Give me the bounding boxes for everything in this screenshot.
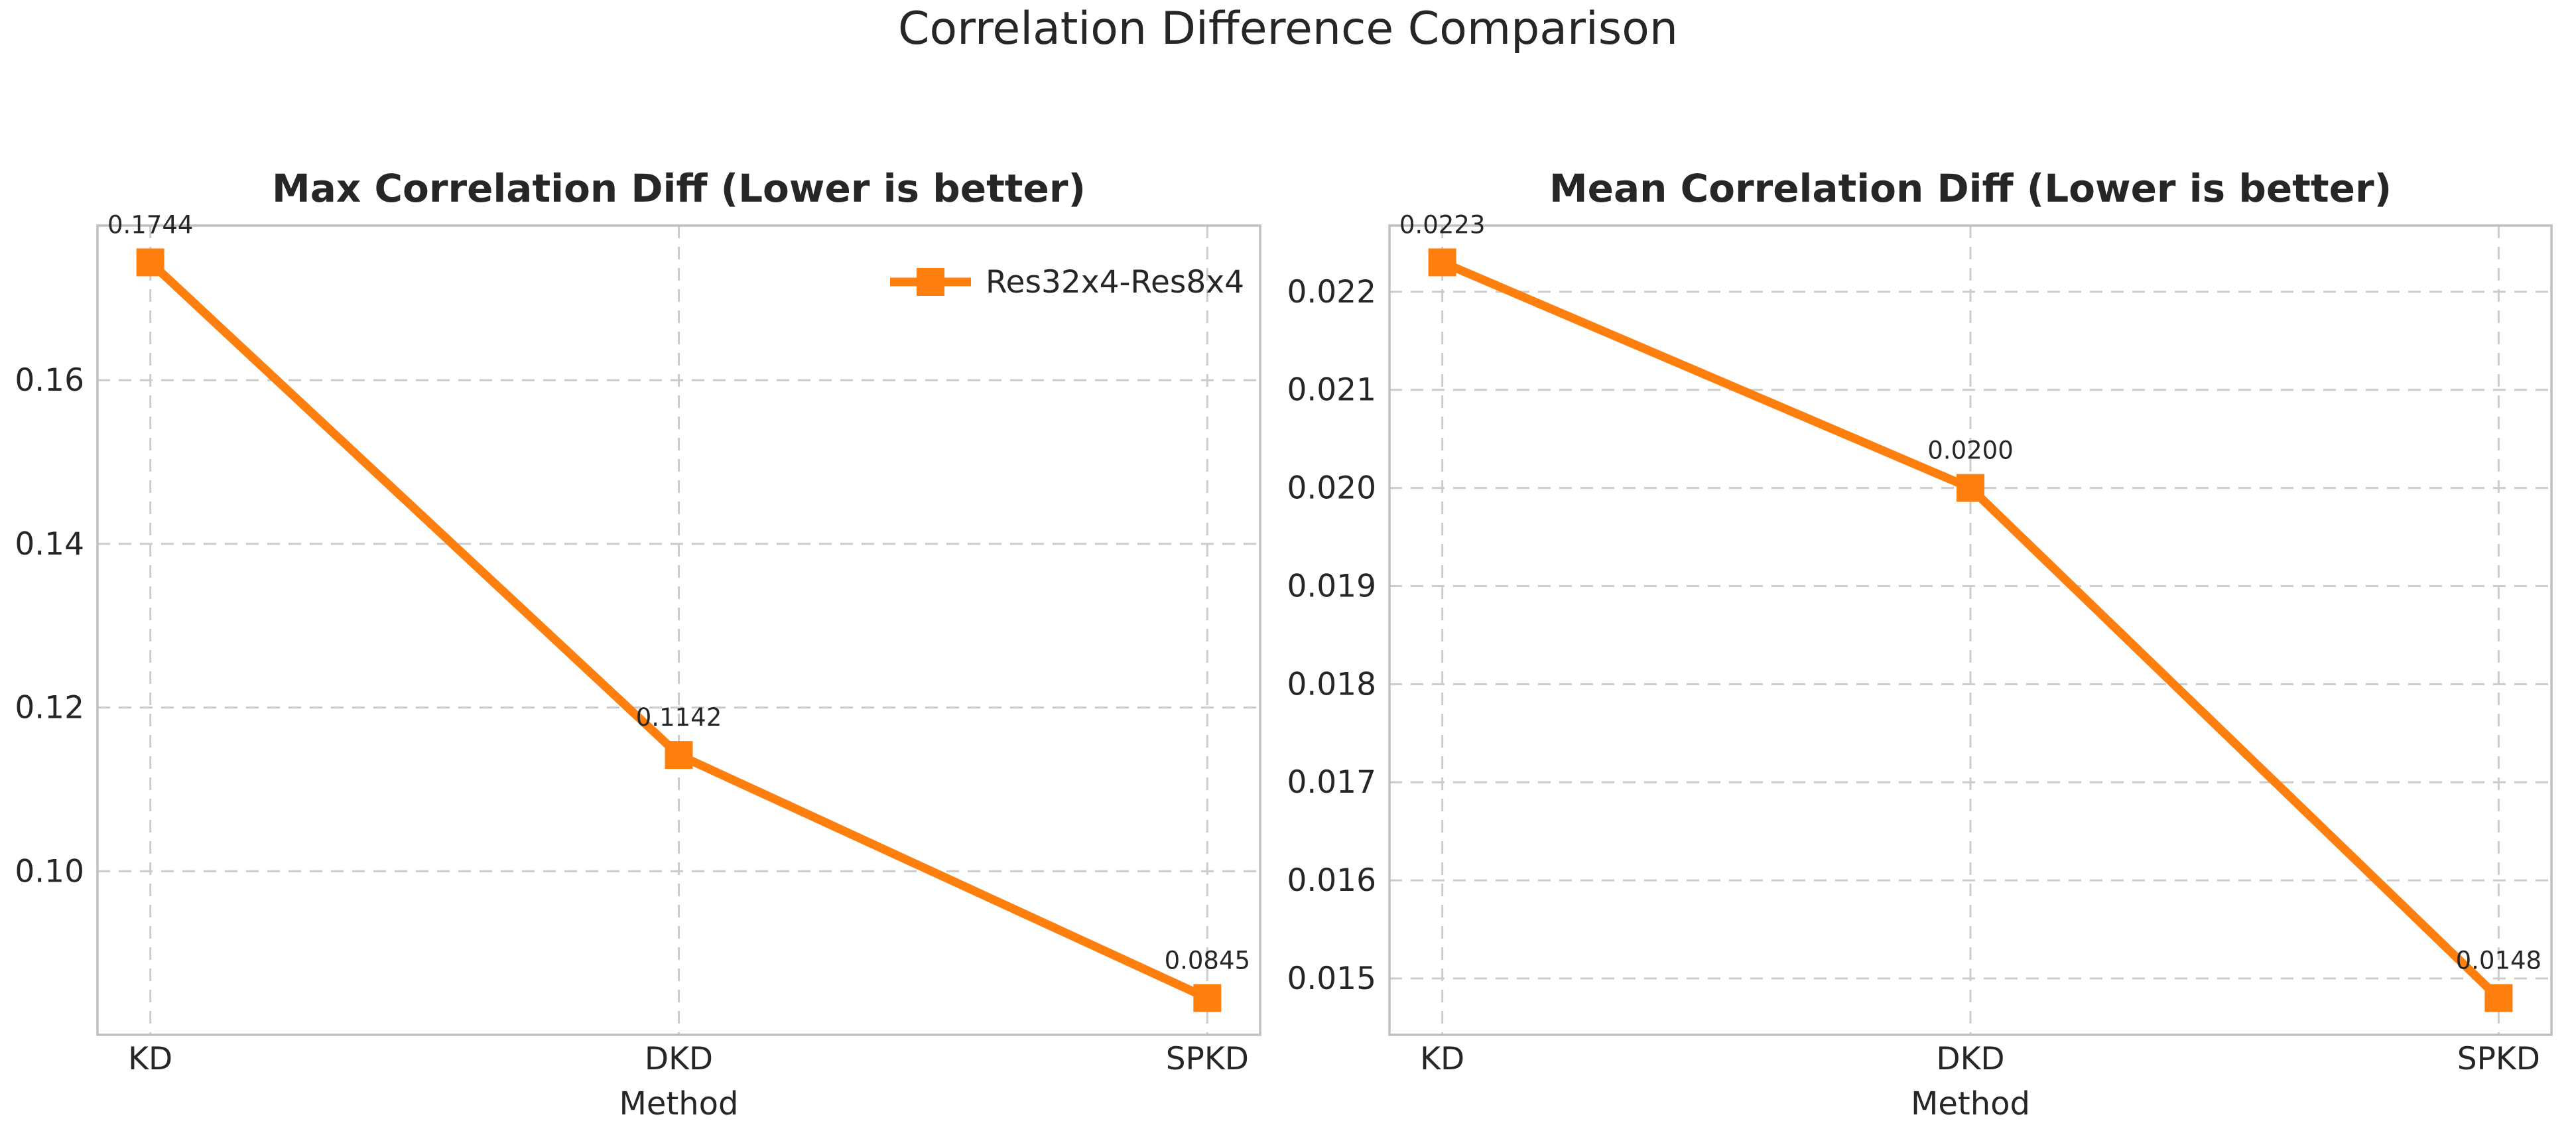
right-plot-xlabel: Method [1910, 1085, 2031, 1122]
legend-label: Res32x4-Res8x4 [986, 263, 1244, 300]
y-tick-label: 0.016 [1287, 862, 1376, 899]
legend-square [917, 268, 944, 296]
axes-frame [1388, 224, 2553, 1036]
y-tick-label: 0.022 [1287, 274, 1376, 310]
figure-title: Correlation Difference Comparison [898, 3, 1678, 55]
y-tick-label: 0.021 [1287, 372, 1376, 409]
y-tick-label: 0.16 [15, 362, 84, 399]
data-point-label: 0.1142 [636, 703, 722, 732]
y-tick-label: 0.020 [1287, 470, 1376, 507]
left-plot-xlabel: Method [619, 1085, 739, 1122]
data-point-marker [1428, 248, 1456, 277]
data-point-label: 0.0148 [2456, 947, 2542, 975]
y-tick-label: 0.12 [15, 690, 84, 726]
data-point-marker [665, 741, 693, 769]
y-tick-label: 0.015 [1287, 961, 1376, 997]
data-point-label: 0.0223 [1399, 210, 1485, 239]
data-point-label: 0.0845 [1165, 947, 1250, 975]
data-point-marker [136, 248, 164, 277]
x-tick-label: KD [1420, 1041, 1464, 1077]
left-plot-title: Max Correlation Diff (Lower is better) [272, 166, 1086, 211]
data-point-label: 0.0200 [1927, 436, 2013, 465]
data-point-marker [2484, 984, 2513, 1012]
data-point-label: 0.1744 [107, 210, 193, 239]
axes-frame [96, 224, 1261, 1036]
y-tick-label: 0.017 [1287, 764, 1376, 801]
y-tick-label: 0.10 [15, 853, 84, 890]
legend-marker-icon [890, 268, 971, 296]
x-tick-label: SPKD [2457, 1041, 2540, 1077]
y-tick-label: 0.019 [1287, 568, 1376, 604]
y-tick-label: 0.018 [1287, 666, 1376, 702]
x-tick-label: SPKD [1166, 1041, 1249, 1077]
x-tick-label: DKD [645, 1041, 713, 1077]
legend: Res32x4-Res8x4 [890, 260, 1244, 304]
right-plot-title: Mean Correlation Diff (Lower is better) [1549, 166, 2392, 211]
data-point-marker [1957, 474, 1984, 502]
x-tick-label: DKD [1936, 1041, 2004, 1077]
y-tick-label: 0.14 [15, 526, 84, 563]
x-tick-label: KD [128, 1041, 172, 1077]
data-point-marker [1193, 984, 1222, 1012]
